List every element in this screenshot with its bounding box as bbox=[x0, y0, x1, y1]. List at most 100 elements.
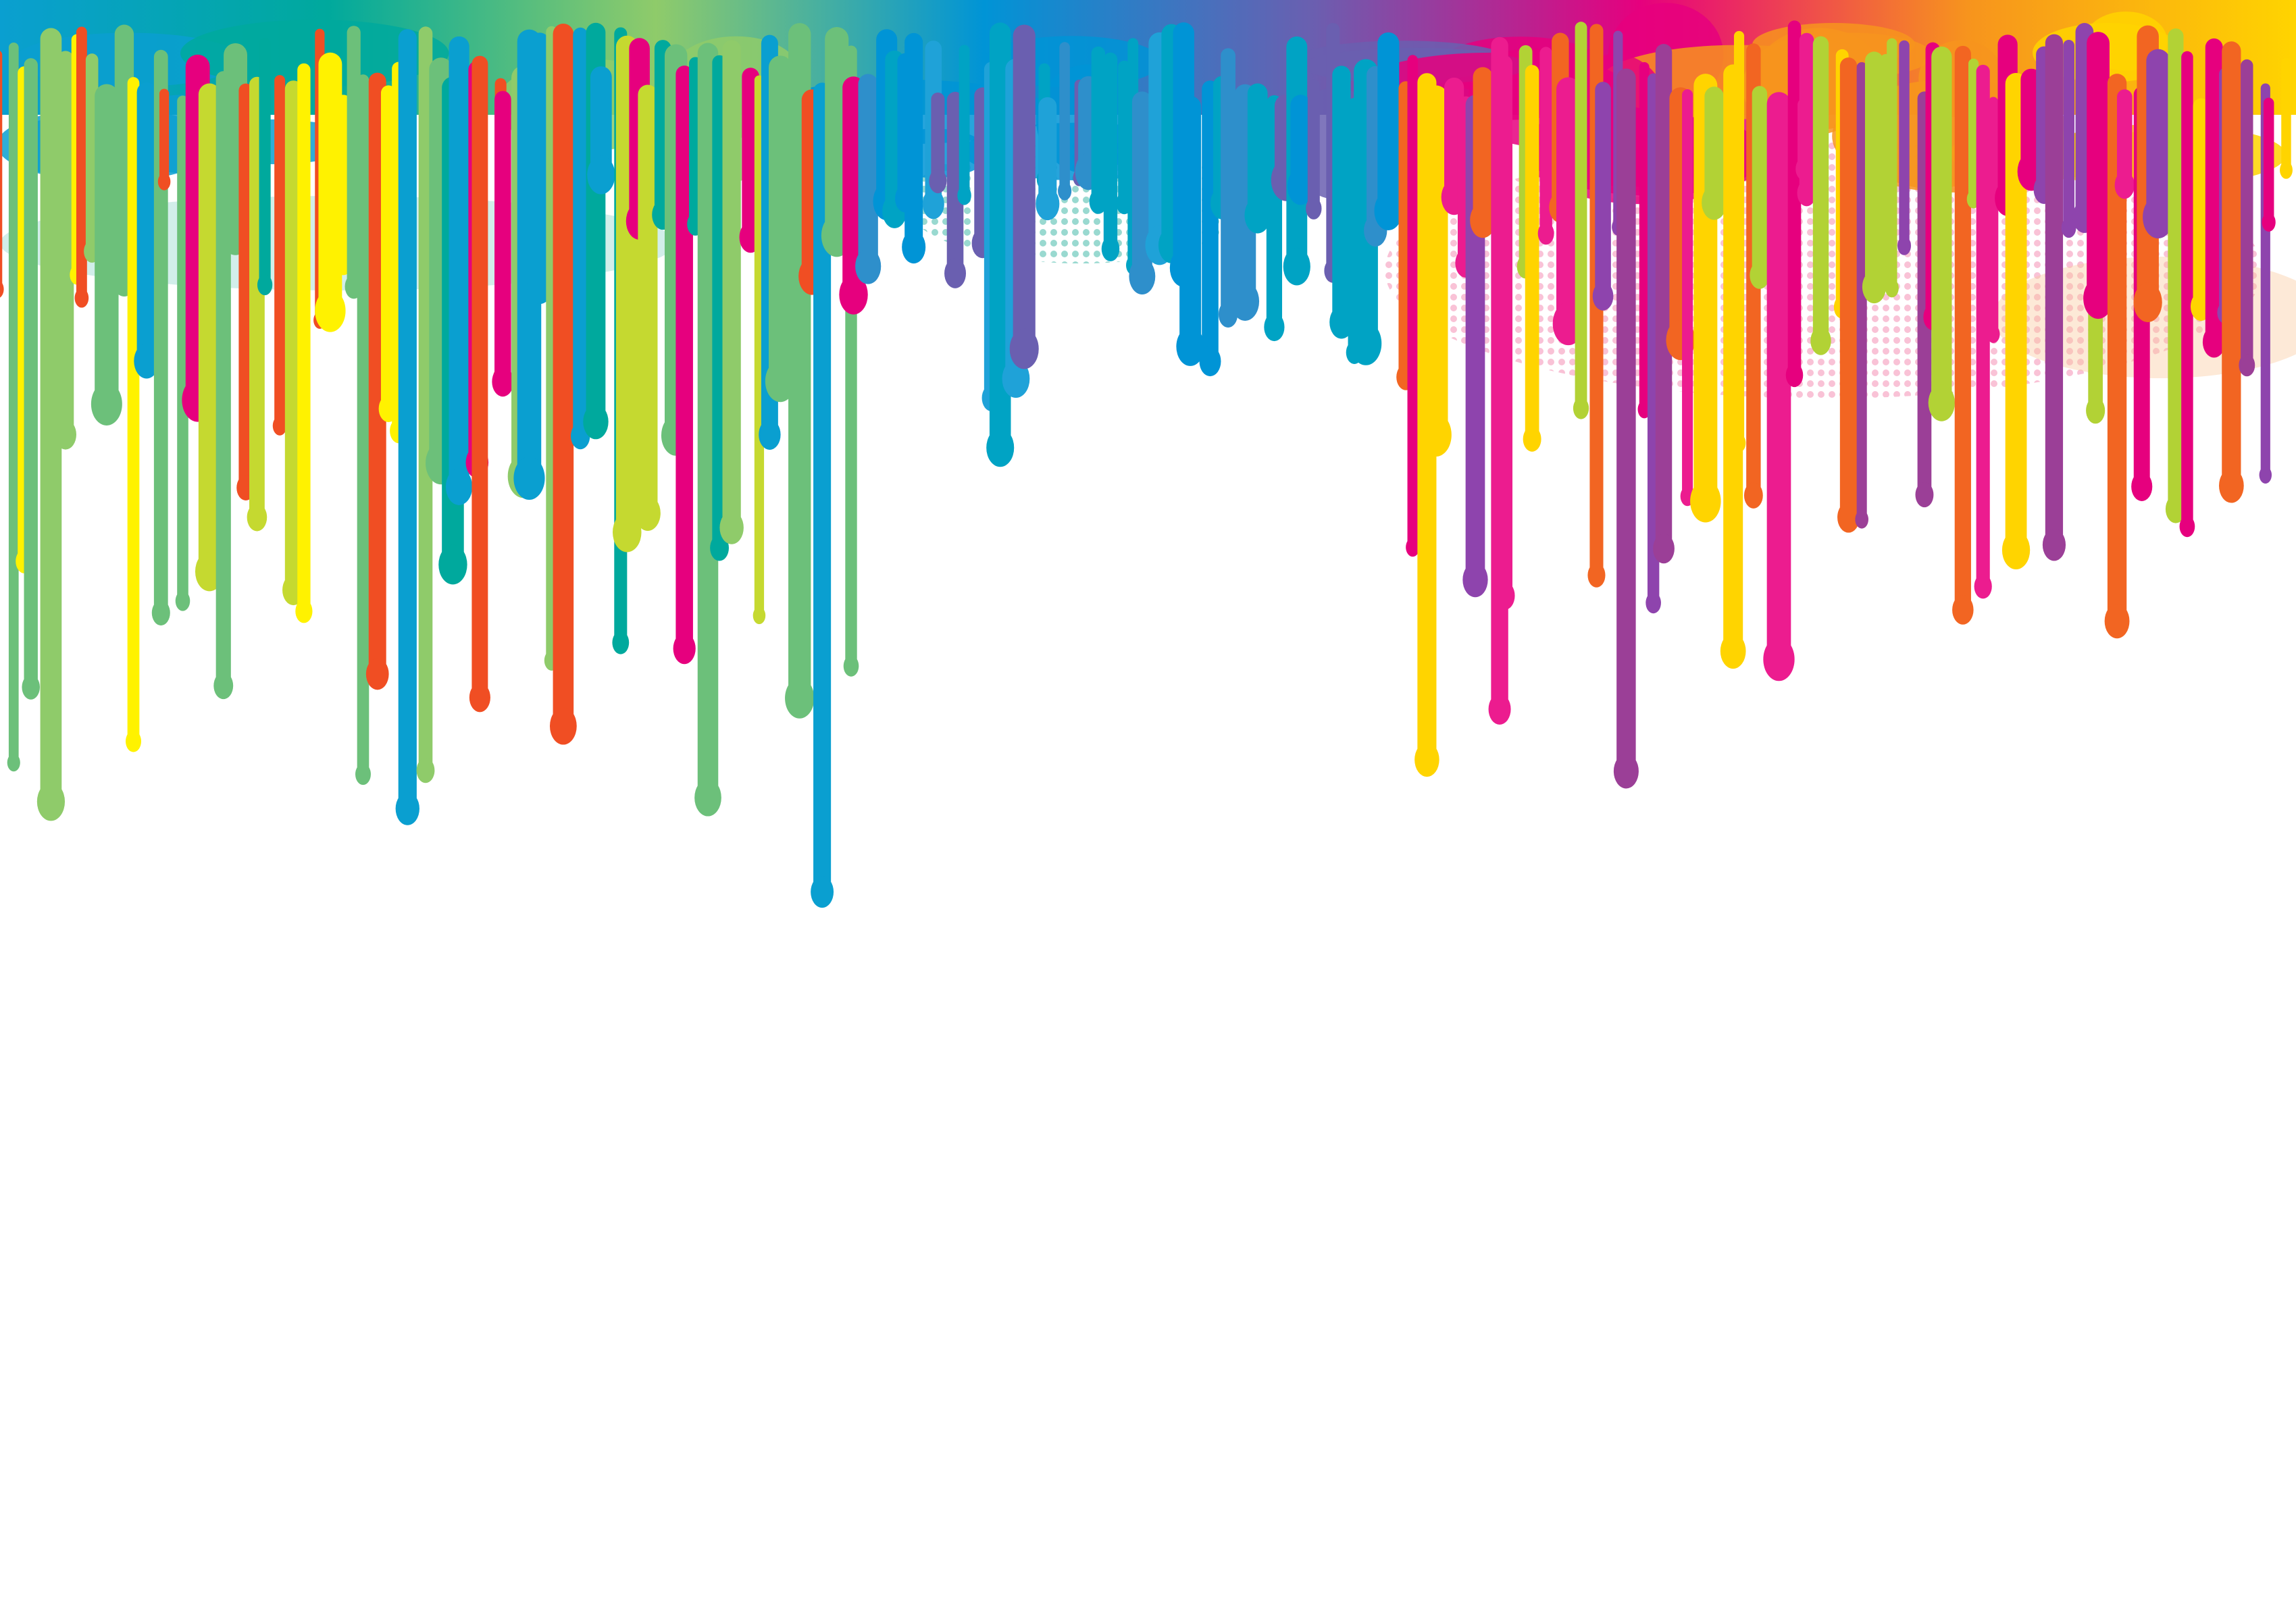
paint-drip-bulb bbox=[1462, 562, 1488, 598]
paint-drip-bulb bbox=[587, 155, 615, 195]
paint-drip-bulb bbox=[1058, 181, 1072, 201]
paint-drip-bulb bbox=[583, 404, 609, 440]
paint-drip-bulb bbox=[91, 382, 122, 426]
paint-drip-bulb bbox=[2218, 468, 2244, 503]
paint-drip-bulb bbox=[36, 782, 66, 821]
paint-drip-bulb bbox=[635, 495, 661, 531]
paint-drip-bulb bbox=[612, 512, 642, 552]
paint-drip-bulb bbox=[811, 876, 834, 908]
paint-drip-bulb bbox=[22, 674, 40, 700]
paint-drip-bulb bbox=[2259, 466, 2272, 484]
paint-drip-bulb bbox=[257, 274, 273, 296]
paint-drip-bulb bbox=[1785, 363, 1804, 388]
paint-drip-bulb bbox=[1420, 413, 1452, 457]
paint-drip-bulb bbox=[694, 779, 721, 817]
paint-drip-bulb bbox=[157, 173, 171, 190]
paint-drip-bulb bbox=[719, 511, 744, 544]
paint-drip-bulb bbox=[944, 258, 967, 288]
paint-drip-bulb bbox=[549, 707, 577, 745]
paint-drip-bulb bbox=[1763, 638, 1795, 681]
paint-drip-bulb bbox=[1414, 742, 1439, 777]
paint-blob bbox=[180, 20, 449, 87]
paint-drip-bulb bbox=[416, 758, 435, 783]
paint-drip-bulb bbox=[2239, 354, 2255, 377]
paint-drip-bulb bbox=[1720, 633, 1746, 669]
paint-drip-bulb bbox=[2042, 529, 2066, 561]
paint-drip-bulb bbox=[295, 599, 313, 623]
paint-drip-bulb bbox=[2131, 471, 2153, 501]
paint-drip-bulb bbox=[1952, 595, 1974, 625]
paint-drip-bulb bbox=[2001, 530, 2031, 570]
paint-drip-bulb bbox=[843, 655, 859, 677]
paint-drip-bulb bbox=[1855, 510, 1868, 529]
paint-drip-bulb bbox=[315, 289, 346, 332]
paint-drip-bulb bbox=[1264, 313, 1285, 342]
paint-drip-bulb bbox=[1287, 167, 1315, 205]
paint-drip-bulb bbox=[1743, 482, 1763, 509]
paint-drip-bulb bbox=[2114, 171, 2135, 199]
paint-drip-bulb bbox=[902, 230, 926, 264]
paint-drip-bulb bbox=[2061, 217, 2076, 238]
paint-drip-bulb bbox=[1646, 592, 1661, 614]
paint-drip-bulb bbox=[2086, 397, 2106, 424]
paint-drip-bulb bbox=[765, 360, 796, 403]
paint-drip-bulb bbox=[2083, 278, 2114, 319]
paint-drip-bulb bbox=[1885, 278, 1899, 298]
paint-drip-bulb bbox=[1283, 247, 1310, 286]
paint-drip-bulb bbox=[175, 590, 190, 611]
paint-drip-bulb bbox=[74, 288, 89, 308]
paint-drip-bulb bbox=[1470, 202, 1496, 238]
paint-drip-bulb bbox=[1494, 581, 1515, 611]
paint-drip-bulb bbox=[213, 672, 234, 700]
paint-drip-bulb bbox=[55, 419, 76, 450]
paint-drip-bulb bbox=[1690, 480, 1721, 523]
paint-drip-bulb bbox=[1406, 538, 1420, 557]
paint-drip-bulb bbox=[355, 763, 371, 785]
paint-drip-bulb bbox=[1750, 261, 1770, 289]
paint-drip-bulb bbox=[247, 503, 267, 532]
paint-drip-bulb bbox=[272, 415, 287, 436]
paint-drip-bulb bbox=[2165, 494, 2186, 523]
paint-drip-bulb bbox=[438, 544, 467, 585]
paint-drip-bulb bbox=[1797, 180, 1816, 207]
paint-drip-bulb bbox=[839, 274, 868, 315]
paint-drip-bulb bbox=[1653, 534, 1675, 564]
paint-drip-bulb bbox=[7, 753, 20, 772]
paint-drip-bulb bbox=[1244, 197, 1271, 234]
paint-drip-bulb bbox=[469, 683, 490, 713]
paint-drip-bulb bbox=[1702, 185, 1727, 220]
paint-drip-bulb bbox=[1613, 754, 1639, 789]
paint-drip-bulb bbox=[1915, 482, 1934, 508]
paint-drip-bulb bbox=[752, 607, 766, 625]
paint-drip-bulb bbox=[1329, 305, 1354, 339]
paint-drip-bulb bbox=[513, 457, 545, 500]
paint-drip-bulb bbox=[2202, 326, 2226, 358]
paint-drip-bulb bbox=[1002, 359, 1030, 398]
paint-drip-bulb bbox=[1488, 694, 1511, 725]
paint-drip-bulb bbox=[1231, 282, 1260, 321]
paint-drip-bulb bbox=[855, 248, 882, 284]
paint-drip-bulb bbox=[986, 428, 1015, 467]
paint-drip-bulb bbox=[1523, 426, 1541, 452]
paint-drip-bulb bbox=[365, 658, 389, 690]
paint-drip-bulb bbox=[1897, 236, 1912, 255]
paint-drip-bulb bbox=[1036, 187, 1060, 221]
paint-drip-bulb bbox=[1129, 258, 1156, 295]
paint-drip-bulb bbox=[1974, 574, 1992, 599]
paint-drip-bulb bbox=[1587, 563, 1606, 588]
paint-drip-bulb bbox=[759, 419, 781, 450]
paint-drip-bulb bbox=[957, 186, 971, 205]
paint-drip-bulb bbox=[1176, 327, 1204, 366]
paint-drip-bulb bbox=[1928, 384, 1956, 421]
paint-drip-bulb bbox=[1374, 191, 1403, 230]
paint-drip-bulb bbox=[2280, 161, 2293, 179]
paint-drip-bulb bbox=[785, 677, 815, 719]
paint-drip-bulb bbox=[929, 169, 947, 194]
paint-drip-bulb bbox=[134, 343, 159, 379]
paint-drip-bulb bbox=[673, 633, 696, 665]
paint-drip-bulb bbox=[922, 188, 944, 220]
paint-drip-bulb bbox=[1837, 502, 1860, 533]
paint-drip-bulb bbox=[1573, 397, 1589, 419]
paint-drip-bulb bbox=[612, 631, 630, 654]
